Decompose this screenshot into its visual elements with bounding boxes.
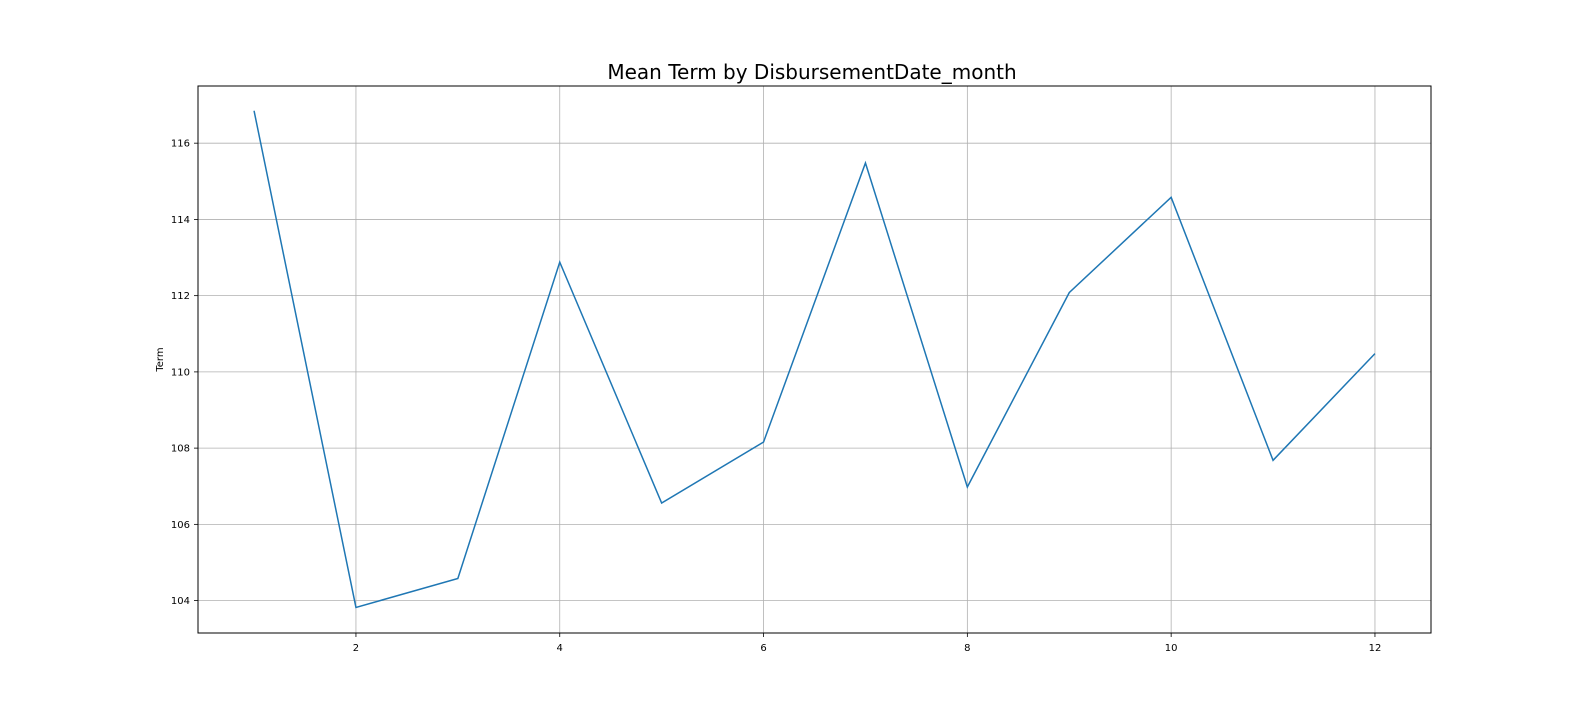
x-tick-label-8: 8: [964, 643, 970, 654]
x-tick-label-12: 12: [1369, 643, 1382, 654]
y-tick-label-106: 106: [171, 520, 190, 531]
y-axis-ticks: 104 106 108 110 112 114 116: [171, 139, 198, 607]
series-layer: [253, 110, 1376, 609]
chart-title: Mean Term by DisbursementDate_month: [607, 60, 1016, 84]
y-tick-label-114: 114: [171, 215, 190, 226]
x-axis-ticks: 2 4 6 8 10 12: [353, 633, 1382, 654]
y-tick-label-110: 110: [171, 367, 190, 378]
x-tick-label-6: 6: [760, 643, 766, 654]
y-tick-label-112: 112: [171, 291, 190, 302]
x-tick-label-4: 4: [557, 643, 563, 654]
series-line-0: [253, 110, 1376, 609]
y-tick-label-116: 116: [171, 139, 190, 150]
y-axis-label: Term: [155, 347, 166, 372]
x-tick-label-10: 10: [1165, 643, 1178, 654]
grid-lines: [198, 86, 1431, 633]
y-tick-label-108: 108: [171, 444, 190, 455]
plot-area-frame: [197, 85, 1432, 634]
y-tick-label-104: 104: [171, 596, 190, 607]
x-tick-label-2: 2: [353, 643, 359, 654]
